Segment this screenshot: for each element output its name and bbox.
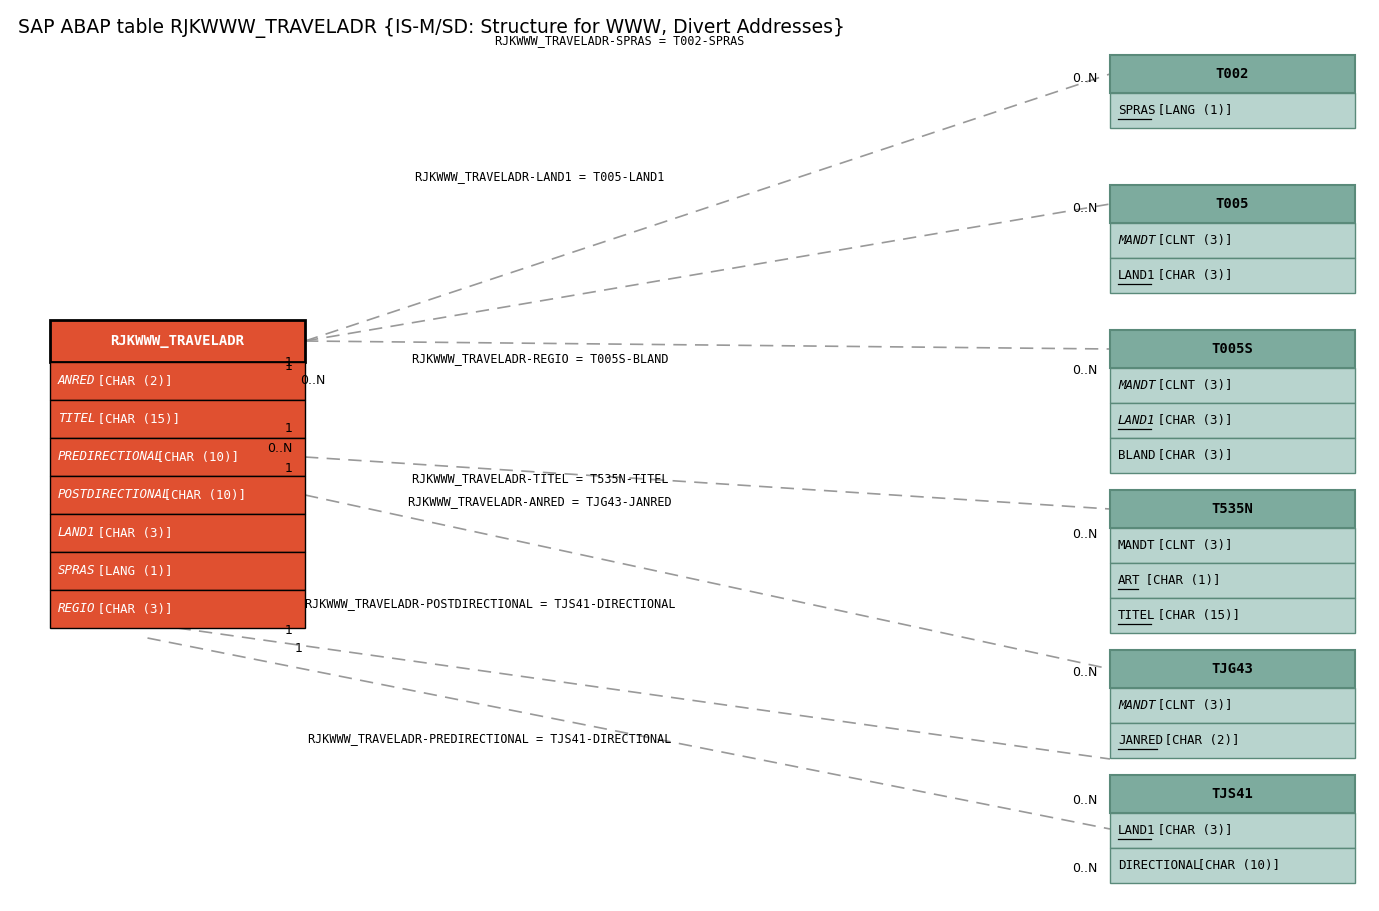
Text: RJKWWW_TRAVELADR-SPRAS = T002-SPRAS: RJKWWW_TRAVELADR-SPRAS = T002-SPRAS xyxy=(495,34,745,47)
Text: T005: T005 xyxy=(1216,197,1249,211)
Text: POSTDIRECTIONAL: POSTDIRECTIONAL xyxy=(58,488,171,501)
Text: [CHAR (3)]: [CHAR (3)] xyxy=(1150,824,1233,837)
FancyBboxPatch shape xyxy=(50,476,305,514)
Text: RJKWWW_TRAVELADR-REGIO = T005S-BLAND: RJKWWW_TRAVELADR-REGIO = T005S-BLAND xyxy=(412,352,669,365)
Text: TITEL: TITEL xyxy=(1118,609,1156,622)
Text: 1: 1 xyxy=(295,641,303,654)
Text: [CLNT (3)]: [CLNT (3)] xyxy=(1150,539,1233,552)
Text: SPRAS: SPRAS xyxy=(1118,104,1156,117)
Text: ANRED: ANRED xyxy=(58,374,95,387)
Text: PREDIRECTIONAL: PREDIRECTIONAL xyxy=(58,451,163,464)
FancyBboxPatch shape xyxy=(1110,330,1356,368)
Text: [CHAR (3)]: [CHAR (3)] xyxy=(1150,449,1233,462)
Text: RJKWWW_TRAVELADR-PREDIRECTIONAL = TJS41-DIRECTIONAL: RJKWWW_TRAVELADR-PREDIRECTIONAL = TJS41-… xyxy=(309,732,672,745)
Text: T535N: T535N xyxy=(1212,502,1254,516)
Text: 0..N: 0..N xyxy=(1071,528,1098,541)
Text: [CHAR (1)]: [CHAR (1)] xyxy=(1138,574,1220,587)
Text: JANRED: JANRED xyxy=(1118,734,1162,747)
FancyBboxPatch shape xyxy=(1110,490,1356,528)
Text: LAND1: LAND1 xyxy=(58,527,95,539)
Text: 1: 1 xyxy=(285,360,292,373)
Text: 0..N: 0..N xyxy=(1071,862,1098,875)
Text: RJKWWW_TRAVELADR-ANRED = TJG43-JANRED: RJKWWW_TRAVELADR-ANRED = TJG43-JANRED xyxy=(408,495,672,508)
FancyBboxPatch shape xyxy=(50,552,305,590)
FancyBboxPatch shape xyxy=(1110,848,1356,883)
Text: 0..N: 0..N xyxy=(1071,793,1098,806)
Text: 1: 1 xyxy=(285,462,292,475)
Text: [CHAR (3)]: [CHAR (3)] xyxy=(1150,269,1233,282)
Text: [CHAR (2)]: [CHAR (2)] xyxy=(1157,734,1240,747)
Text: 0..N: 0..N xyxy=(1071,667,1098,680)
Text: [CHAR (10)]: [CHAR (10)] xyxy=(1190,859,1280,872)
Text: 0..N: 0..N xyxy=(301,374,325,386)
Text: 0..N: 0..N xyxy=(1071,71,1098,85)
Text: ART: ART xyxy=(1118,574,1140,587)
Text: 0..N: 0..N xyxy=(1071,363,1098,376)
FancyBboxPatch shape xyxy=(1110,368,1356,403)
Text: RJKWWW_TRAVELADR-TITEL = T535N-TITEL: RJKWWW_TRAVELADR-TITEL = T535N-TITEL xyxy=(412,472,669,485)
Text: MANDT: MANDT xyxy=(1118,234,1156,247)
Text: [LANG (1)]: [LANG (1)] xyxy=(1150,104,1233,117)
FancyBboxPatch shape xyxy=(50,590,305,628)
Text: LAND1: LAND1 xyxy=(1118,414,1156,427)
Text: DIRECTIONAL: DIRECTIONAL xyxy=(1118,859,1201,872)
Text: RJKWWW_TRAVELADR: RJKWWW_TRAVELADR xyxy=(110,334,244,348)
Text: T005S: T005S xyxy=(1212,342,1254,356)
Text: LAND1: LAND1 xyxy=(1118,269,1156,282)
Text: [CHAR (15)]: [CHAR (15)] xyxy=(91,413,181,425)
Text: MANDT: MANDT xyxy=(1118,699,1156,712)
Text: 1: 1 xyxy=(285,623,292,637)
Text: [CHAR (3)]: [CHAR (3)] xyxy=(91,527,172,539)
FancyBboxPatch shape xyxy=(1110,55,1356,93)
FancyBboxPatch shape xyxy=(1110,403,1356,438)
Text: [CHAR (3)]: [CHAR (3)] xyxy=(91,602,172,616)
Text: TITEL: TITEL xyxy=(58,413,95,425)
FancyBboxPatch shape xyxy=(1110,185,1356,223)
Text: [LANG (1)]: [LANG (1)] xyxy=(91,565,172,578)
FancyBboxPatch shape xyxy=(50,320,305,362)
FancyBboxPatch shape xyxy=(50,438,305,476)
Text: LAND1: LAND1 xyxy=(1118,824,1156,837)
FancyBboxPatch shape xyxy=(1110,258,1356,293)
Text: TJS41: TJS41 xyxy=(1212,787,1254,801)
FancyBboxPatch shape xyxy=(1110,688,1356,723)
Text: MANDT: MANDT xyxy=(1118,539,1156,552)
FancyBboxPatch shape xyxy=(50,400,305,438)
FancyBboxPatch shape xyxy=(50,362,305,400)
Text: RJKWWW_TRAVELADR-POSTDIRECTIONAL = TJS41-DIRECTIONAL: RJKWWW_TRAVELADR-POSTDIRECTIONAL = TJS41… xyxy=(305,597,676,610)
Text: [CHAR (10)]: [CHAR (10)] xyxy=(156,488,245,501)
Text: [CLNT (3)]: [CLNT (3)] xyxy=(1150,234,1233,247)
Text: 0..N: 0..N xyxy=(1071,201,1098,214)
FancyBboxPatch shape xyxy=(1110,93,1356,128)
Text: [CLNT (3)]: [CLNT (3)] xyxy=(1150,699,1233,712)
Text: SAP ABAP table RJKWWW_TRAVELADR {IS-M/SD: Structure for WWW, Divert Addresses}: SAP ABAP table RJKWWW_TRAVELADR {IS-M/SD… xyxy=(18,18,845,38)
Text: [CHAR (2)]: [CHAR (2)] xyxy=(91,374,172,387)
Text: TJG43: TJG43 xyxy=(1212,662,1254,676)
FancyBboxPatch shape xyxy=(1110,223,1356,258)
Text: SPRAS: SPRAS xyxy=(58,565,95,578)
Text: [CHAR (10)]: [CHAR (10)] xyxy=(149,451,239,464)
FancyBboxPatch shape xyxy=(1110,563,1356,598)
FancyBboxPatch shape xyxy=(1110,598,1356,633)
Text: [CLNT (3)]: [CLNT (3)] xyxy=(1150,379,1233,392)
Text: REGIO: REGIO xyxy=(58,602,95,616)
FancyBboxPatch shape xyxy=(1110,528,1356,563)
FancyBboxPatch shape xyxy=(1110,813,1356,848)
FancyBboxPatch shape xyxy=(50,514,305,552)
FancyBboxPatch shape xyxy=(1110,723,1356,758)
FancyBboxPatch shape xyxy=(1110,650,1356,688)
Text: MANDT: MANDT xyxy=(1118,379,1156,392)
Text: 1: 1 xyxy=(285,422,292,435)
Text: T002: T002 xyxy=(1216,67,1249,81)
Text: BLAND: BLAND xyxy=(1118,449,1156,462)
FancyBboxPatch shape xyxy=(1110,775,1356,813)
Text: 1: 1 xyxy=(285,356,292,370)
Text: [CHAR (15)]: [CHAR (15)] xyxy=(1150,609,1241,622)
FancyBboxPatch shape xyxy=(1110,438,1356,473)
Text: [CHAR (3)]: [CHAR (3)] xyxy=(1150,414,1233,427)
Text: 0..N: 0..N xyxy=(268,442,292,455)
Text: RJKWWW_TRAVELADR-LAND1 = T005-LAND1: RJKWWW_TRAVELADR-LAND1 = T005-LAND1 xyxy=(415,170,665,183)
